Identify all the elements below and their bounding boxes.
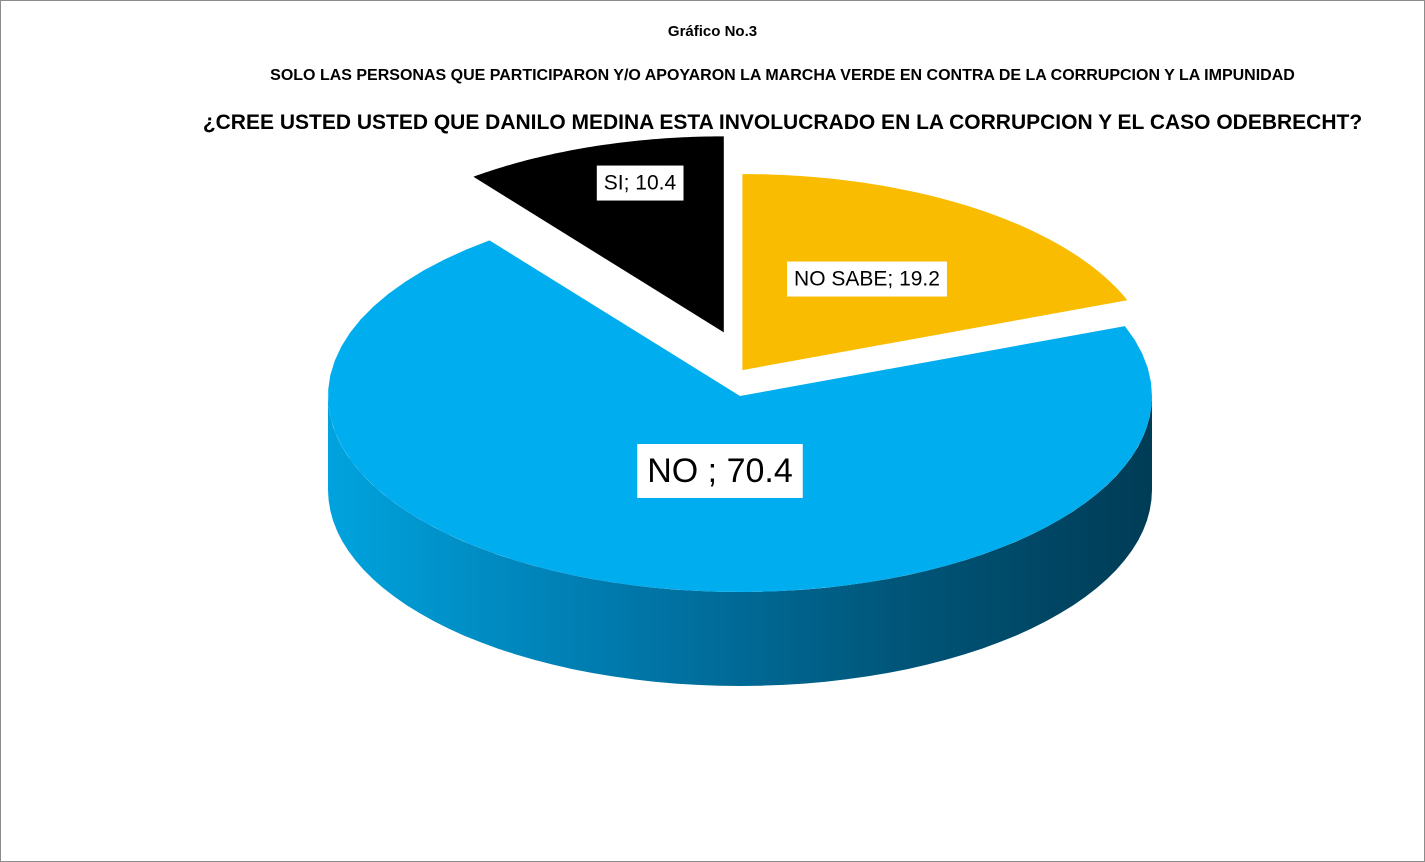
data-label-box-no-sabe: [787, 261, 947, 297]
data-label-si: SI; 10.4: [604, 172, 677, 195]
data-label-no: NO ; 70.4: [647, 452, 793, 490]
chart-subtitle: SOLO LAS PERSONAS QUE PARTICIPARON Y/O A…: [270, 67, 1295, 84]
data-label-box-si: [596, 165, 684, 201]
data-label-no-sabe: NO SABE; 19.2: [794, 268, 940, 291]
chart-title: Gráfico No.3: [667, 23, 758, 40]
slice-no: [328, 240, 1152, 592]
chart-question: ¿CREE USTED USTED QUE DANILO MEDINA ESTA…: [202, 111, 1363, 134]
data-label-box-no: [637, 443, 803, 498]
slice-no-side: [328, 396, 1152, 686]
